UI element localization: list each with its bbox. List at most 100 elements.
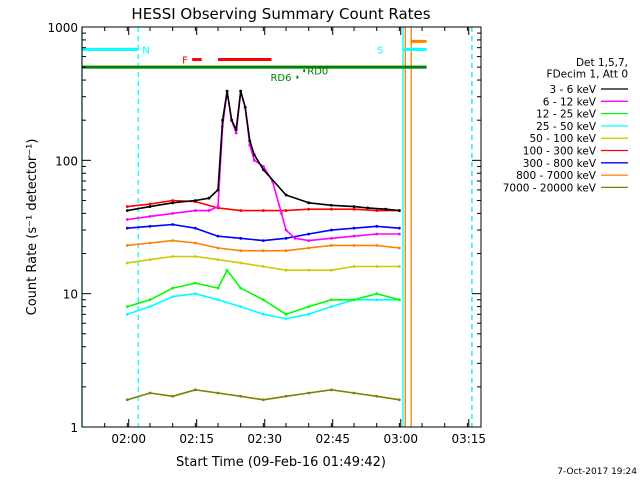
series-point-3-1 [148,305,152,308]
series-point-4-7 [284,268,288,272]
series-point-2-11 [352,298,356,302]
x-axis: 02:00 02:15 02:30 02:45 03:00 03:15 [81,27,486,446]
series-point-7-9 [329,244,333,247]
legend-label-2: 12 - 25 keV [536,109,597,121]
legend-label-5: 100 - 300 keV [523,146,597,158]
series-point-0-5 [216,188,220,192]
series-point-5-11 [375,209,379,212]
series-point-0-20 [384,207,388,211]
series-point-8-0 [125,398,129,402]
series-point-1-22 [375,232,379,236]
series-point-4-3 [193,255,197,258]
legend-label-4: 50 - 100 keV [529,133,596,145]
series-point-3-8 [307,312,311,316]
series-point-4-2 [171,255,175,258]
series-point-1-23 [397,232,401,236]
series-point-1-18 [293,236,297,240]
series-point-1-19 [307,239,311,243]
series-point-3-4 [216,298,220,302]
series-point-4-4 [216,258,220,262]
series-point-1-20 [329,236,333,240]
series-point-2-8 [284,312,288,316]
plot-timestamp: 7-Oct-2017 19:24 [557,467,637,477]
series-point-6-6 [261,239,265,243]
flag-label-7: RD6 [270,73,291,84]
series-point-6-7 [284,236,288,240]
series-point-8-1 [148,391,152,395]
series-point-2-13 [397,298,401,302]
series-point-1-17 [284,228,288,232]
series-point-6-11 [375,224,379,228]
series-point-8-8 [307,391,311,395]
series-point-5-9 [329,207,333,211]
y-axis-label: Count Rate (s⁻¹ detector⁻¹) [25,139,40,316]
series-point-4-12 [397,265,401,268]
series-point-4-10 [352,265,356,268]
plot-frame [81,26,482,428]
chart-title: HESSI Observing Summary Count Rates [131,5,430,23]
series-point-1-9 [234,131,238,135]
series-point-0-6 [221,118,224,122]
series-point-3-11 [375,298,379,302]
series-point-6-0 [125,226,129,230]
series-point-2-0 [125,305,129,308]
series-point-7-5 [239,249,243,253]
series-point-0-8 [230,118,234,122]
series-point-0-1 [148,205,152,208]
series-point-4-6 [261,265,265,268]
series-point-2-5 [225,268,229,272]
plot-area: N S F RD0 RD6 [81,27,473,427]
series-point-6-5 [239,236,243,240]
series-point-6-2 [171,223,175,226]
flag-label-3: F [182,56,188,67]
series-point-5-0 [125,205,129,208]
series-point-4-9 [329,268,333,272]
series-point-3-2 [171,295,175,299]
series-point-2-12 [375,292,379,296]
series-point-7-7 [284,249,288,253]
legend-header-1: FDecim 1, Att 0 [547,69,628,81]
series-point-3-0 [125,312,129,316]
series-point-8-7 [284,394,288,398]
series-point-8-5 [239,394,243,398]
series-point-4-11 [375,265,379,268]
series-point-5-5 [239,209,243,212]
series-point-6-1 [148,224,152,228]
series-point-2-10 [329,298,333,302]
series-point-0-2 [171,201,175,205]
series-point-6-12 [397,226,401,230]
series-point-2-4 [216,286,220,290]
series-point-0-12 [248,139,252,143]
series-point-7-6 [261,249,265,253]
series-point-8-11 [375,394,379,398]
series-point-7-8 [307,246,311,250]
series-point-8-10 [352,391,356,395]
series-point-8-4 [216,391,220,395]
series-point-8-3 [193,388,197,392]
series-point-0-19 [366,206,370,210]
series-point-0-16 [307,201,311,205]
series-point-0-15 [284,193,288,197]
series-point-7-12 [397,246,401,250]
series-point-2-7 [261,298,265,302]
x-tick-label-3: 02:45 [315,432,350,446]
series-point-3-9 [329,305,333,308]
series-point-8-12 [397,398,401,402]
series-point-8-9 [329,388,333,392]
series-point-7-0 [125,244,129,247]
y-tick-label-0: 1 [70,421,78,435]
series-point-5-1 [148,202,152,206]
series-point-7-10 [352,244,356,247]
legend-label-7: 800 - 7000 keV [516,170,597,182]
series-point-1-5 [216,205,220,208]
series-point-4-0 [125,261,129,265]
legend-label-1: 6 - 12 keV [543,96,597,108]
series-point-7-4 [216,246,220,250]
series-point-6-8 [307,232,311,236]
series-point-0-3 [193,199,197,202]
series-point-6-9 [329,228,333,232]
series-point-8-6 [261,398,265,402]
flag-label-1: S [377,45,383,56]
series-point-2-9 [307,305,311,308]
series-point-0-4 [207,196,211,200]
